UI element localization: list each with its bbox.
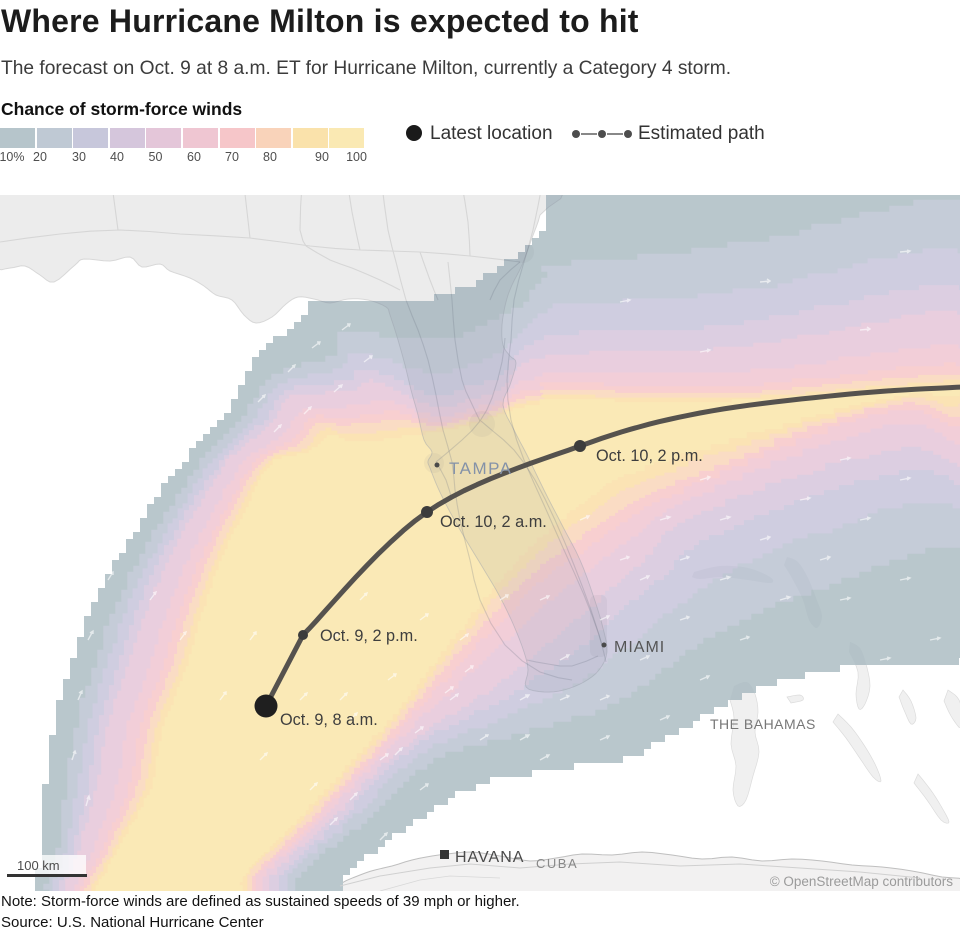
svg-text:Oct. 9, 2 p.m.: Oct. 9, 2 p.m. bbox=[320, 627, 418, 645]
svg-text:Estimated path: Estimated path bbox=[638, 123, 765, 144]
svg-text:THE BAHAMAS: THE BAHAMAS bbox=[710, 716, 816, 732]
svg-text:TAMPA: TAMPA bbox=[449, 459, 513, 478]
svg-text:Oct. 10, 2 a.m.: Oct. 10, 2 a.m. bbox=[440, 513, 547, 531]
svg-text:© OpenStreetMap contributors: © OpenStreetMap contributors bbox=[770, 874, 954, 889]
svg-text:Oct. 9, 8 a.m.: Oct. 9, 8 a.m. bbox=[280, 711, 378, 729]
svg-text:HAVANA: HAVANA bbox=[455, 849, 524, 866]
svg-text:100 km: 100 km bbox=[17, 858, 60, 873]
svg-text:MIAMI: MIAMI bbox=[614, 639, 665, 656]
svg-text:Oct. 10, 2 p.m.: Oct. 10, 2 p.m. bbox=[596, 447, 703, 465]
svg-text:Latest location: Latest location bbox=[430, 123, 553, 144]
svg-text:CUBA: CUBA bbox=[536, 856, 578, 871]
